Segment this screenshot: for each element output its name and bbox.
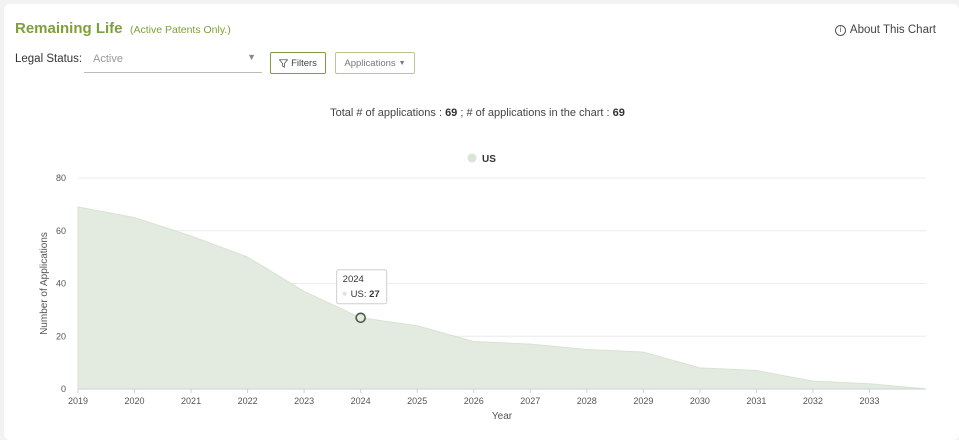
x-tick-label: 2025 <box>407 396 427 406</box>
data-point-us[interactable] <box>641 350 645 354</box>
x-tick-label: 2019 <box>68 396 88 406</box>
applications-summary: Total # of applications : 69 ; # of appl… <box>0 107 955 119</box>
y-axis-title: Number of Applications <box>39 232 50 335</box>
y-tick-label: 80 <box>56 173 66 183</box>
x-tick-label: 2023 <box>294 396 314 406</box>
data-point-us[interactable] <box>76 205 80 209</box>
data-point-us[interactable] <box>867 382 871 386</box>
tooltip-value-line: US: 27 <box>351 289 380 300</box>
y-tick-label: 40 <box>56 279 66 289</box>
data-point-us[interactable] <box>811 379 815 383</box>
tooltip-marker <box>342 291 347 296</box>
data-point-us[interactable] <box>924 387 928 391</box>
data-point-us[interactable] <box>189 234 193 238</box>
chart-title: Remaining Life <box>15 20 123 37</box>
total-value: 69 <box>445 107 458 119</box>
x-tick-label: 2033 <box>859 396 879 406</box>
x-tick-label: 2021 <box>181 396 201 406</box>
x-tick-label: 2027 <box>520 396 540 406</box>
data-point-us[interactable] <box>585 347 589 351</box>
y-tick-label: 0 <box>61 384 66 394</box>
y-tick-label: 60 <box>56 226 66 236</box>
total-prefix: Total # of applications : <box>330 107 442 119</box>
tooltip-series-label: US: <box>351 289 367 300</box>
tooltip-value: 27 <box>369 289 380 300</box>
legal-status-value: Active <box>93 53 123 65</box>
legend-marker-us <box>467 153 477 163</box>
highlighted-point[interactable] <box>355 312 366 324</box>
x-axis-title: Year <box>492 411 513 422</box>
x-tick-label: 2020 <box>125 396 145 406</box>
data-point-us[interactable] <box>754 369 758 373</box>
in-chart-prefix: ; # of applications in the chart : <box>460 107 610 119</box>
legal-status-select[interactable]: Active ▼ <box>84 52 262 73</box>
x-tick-label: 2028 <box>577 396 597 406</box>
tooltip-year: 2024 <box>343 274 364 285</box>
info-icon: i <box>834 24 846 36</box>
about-chart-label: About This Chart <box>849 24 936 36</box>
about-chart-link[interactable]: i About This Chart <box>834 24 936 36</box>
data-point-us[interactable] <box>302 289 306 293</box>
data-point-us[interactable] <box>528 342 532 346</box>
filters-button[interactable]: Filters <box>270 52 326 74</box>
series-area-us <box>77 206 927 390</box>
filter-icon <box>279 58 289 68</box>
in-chart-value: 69 <box>612 107 625 119</box>
chart-tooltip: 2024 US: 27 <box>336 269 388 305</box>
applications-label: Applications <box>344 57 396 69</box>
data-point-us[interactable] <box>698 366 702 370</box>
legend-label-us: US <box>482 154 496 165</box>
data-point-us[interactable] <box>472 340 476 344</box>
chevron-down-icon: ▼ <box>247 52 256 62</box>
data-point-us[interactable] <box>415 324 419 328</box>
x-tick-label: 2024 <box>351 396 371 406</box>
x-tick-label: 2031 <box>746 396 766 406</box>
chart-subtitle: (Active Patents Only.) <box>129 24 231 36</box>
data-point-us[interactable] <box>133 216 137 220</box>
y-axis-ticks: 0 20 40 60 80 <box>56 173 66 394</box>
filters-label: Filters <box>291 57 317 69</box>
caret-down-icon: ▼ <box>398 59 406 67</box>
chart-legend[interactable]: US <box>467 153 497 166</box>
applications-dropdown-button[interactable]: Applications ▼ <box>335 52 415 74</box>
x-axis: 2019 2020 2021 2022 2023 2024 2025 2026 2027 2028… <box>68 388 926 406</box>
tooltip-box <box>336 269 388 305</box>
chart-header: Remaining Life (Active Patents Only.) <box>15 20 231 38</box>
x-tick-label: 2032 <box>803 396 823 406</box>
x-tick-label: 2026 <box>464 396 484 406</box>
data-point-us[interactable] <box>246 255 250 259</box>
x-tick-label: 2029 <box>633 396 653 406</box>
data-points <box>76 205 928 391</box>
x-tick-label: 2022 <box>238 396 258 406</box>
legal-status-label: Legal Status: <box>15 53 83 65</box>
x-tick-label: 2030 <box>690 396 710 406</box>
y-tick-label: 20 <box>56 331 66 341</box>
